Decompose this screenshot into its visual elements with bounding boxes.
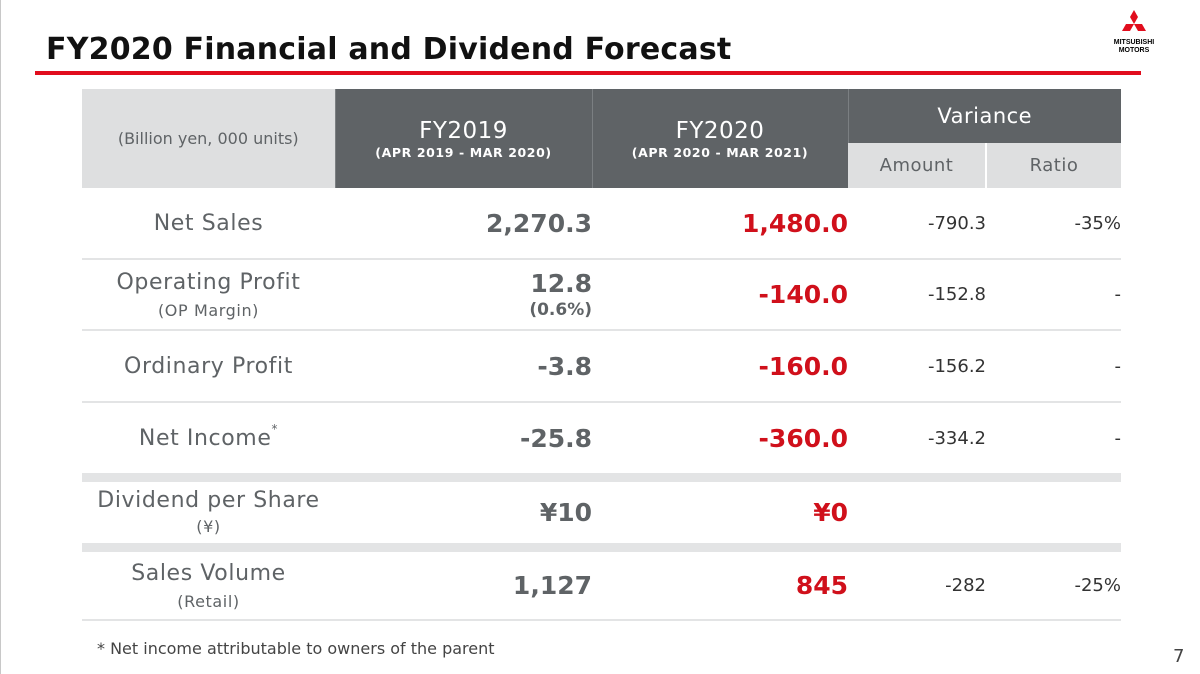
- table-row-net-sales: Net Sales 2,270.3 1,480.0 -790.3 -35%: [82, 188, 1121, 260]
- variance-ratio: -: [986, 259, 1121, 331]
- brand-name-line1: MITSUBISHI: [1113, 39, 1155, 46]
- footnote-mark: *: [271, 421, 279, 436]
- row-label: Operating Profit: [116, 269, 301, 295]
- row-label: Dividend per Share: [97, 487, 320, 513]
- table-row-ordinary-profit: Ordinary Profit -3.8 -160.0 -156.2 -: [82, 330, 1121, 403]
- row-label: Net Sales: [82, 188, 335, 260]
- variance-amount: -156.2: [848, 330, 986, 403]
- table-row-sales-volume: Sales Volume (Retail) 1,127 845 -282 -25…: [82, 547, 1121, 621]
- unit-label: (Billion yen, 000 units): [82, 89, 335, 188]
- header-fy2019: FY2019 (APR 2019 - MAR 2020): [334, 89, 592, 188]
- variance-amount: -790.3: [848, 188, 986, 260]
- fy2019-value: ¥10: [335, 477, 592, 552]
- fy2020-value: -140.0: [592, 259, 848, 331]
- fy2020-value: -160.0: [592, 330, 848, 403]
- row-label-cell: Dividend per Share (¥): [82, 477, 335, 552]
- row-label-cell: Operating Profit (OP Margin): [82, 259, 335, 331]
- variance-amount: -334.2: [848, 402, 986, 482]
- fy2019-value-cell: 12.8 (0.6%): [335, 259, 592, 331]
- table-row-operating-profit: Operating Profit (OP Margin) 12.8 (0.6%)…: [82, 259, 1121, 331]
- title-underline: [35, 71, 1141, 75]
- left-edge-rule: [0, 0, 1, 674]
- header-fy2020: FY2020 (APR 2020 - MAR 2021): [591, 89, 848, 188]
- header-row: (Billion yen, 000 units) FY2019 (APR 201…: [82, 89, 1121, 188]
- variance-ratio: [986, 477, 1121, 552]
- row-label-unit: (¥): [196, 516, 221, 536]
- variance-amount: [848, 477, 986, 552]
- row-label: Sales Volume: [131, 560, 286, 586]
- fy2020-value: 1,480.0: [592, 188, 848, 260]
- fy2020-value: ¥0: [592, 477, 848, 552]
- variance-ratio: -: [986, 402, 1121, 482]
- header-variance: Variance: [847, 89, 1121, 143]
- header-ratio: Ratio: [986, 143, 1121, 188]
- row-label-cell: Net Income*: [82, 402, 335, 482]
- table-row-net-income: Net Income* -25.8 -360.0 -334.2 -: [82, 402, 1121, 482]
- row-sub-label: (OP Margin): [157, 300, 260, 320]
- fy2020-value: -360.0: [592, 402, 848, 482]
- page-number: 7: [1173, 646, 1185, 667]
- subheader-row: Amount Ratio: [82, 143, 1121, 188]
- row-sub-label: (Retail): [177, 591, 240, 611]
- fy2019-label: FY2019: [419, 117, 508, 144]
- brand-logo: MITSUBISHI MOTORS: [1108, 10, 1160, 55]
- financial-forecast-table: (Billion yen, 000 units) FY2019 (APR 201…: [82, 89, 1121, 621]
- page-title: FY2020 Financial and Dividend Forecast: [46, 32, 732, 67]
- fy2020-value: 845: [592, 547, 848, 621]
- variance-ratio: -25%: [986, 547, 1121, 621]
- table-row-dividend: Dividend per Share (¥) ¥10 ¥0: [82, 477, 1121, 552]
- fy2020-label: FY2020: [675, 117, 765, 144]
- fy2019-value: 2,270.3: [335, 188, 592, 260]
- header-amount: Amount: [848, 143, 987, 188]
- footnote: * Net income attributable to owners of t…: [97, 639, 495, 658]
- fy2019-value: -3.8: [335, 330, 592, 403]
- variance-ratio: -: [986, 330, 1121, 403]
- variance-ratio: -35%: [986, 188, 1121, 260]
- row-label: Net Income: [138, 425, 272, 451]
- variance-amount: -152.8: [848, 259, 986, 331]
- three-diamonds-icon: [1122, 10, 1146, 31]
- row-label: Ordinary Profit: [82, 330, 335, 403]
- fy2019-value: 12.8: [530, 269, 592, 298]
- fy2020-period: (APR 2020 - MAR 2021): [631, 144, 809, 160]
- fy2019-margin: (0.6%): [529, 300, 592, 320]
- fy2019-value: -25.8: [335, 402, 592, 482]
- fy2019-value: 1,127: [335, 547, 592, 621]
- row-label-cell: Sales Volume (Retail): [82, 547, 335, 621]
- fy2019-period: (APR 2019 - MAR 2020): [375, 144, 552, 160]
- brand-name-line2: MOTORS: [1118, 47, 1150, 54]
- variance-amount: -282: [848, 547, 986, 621]
